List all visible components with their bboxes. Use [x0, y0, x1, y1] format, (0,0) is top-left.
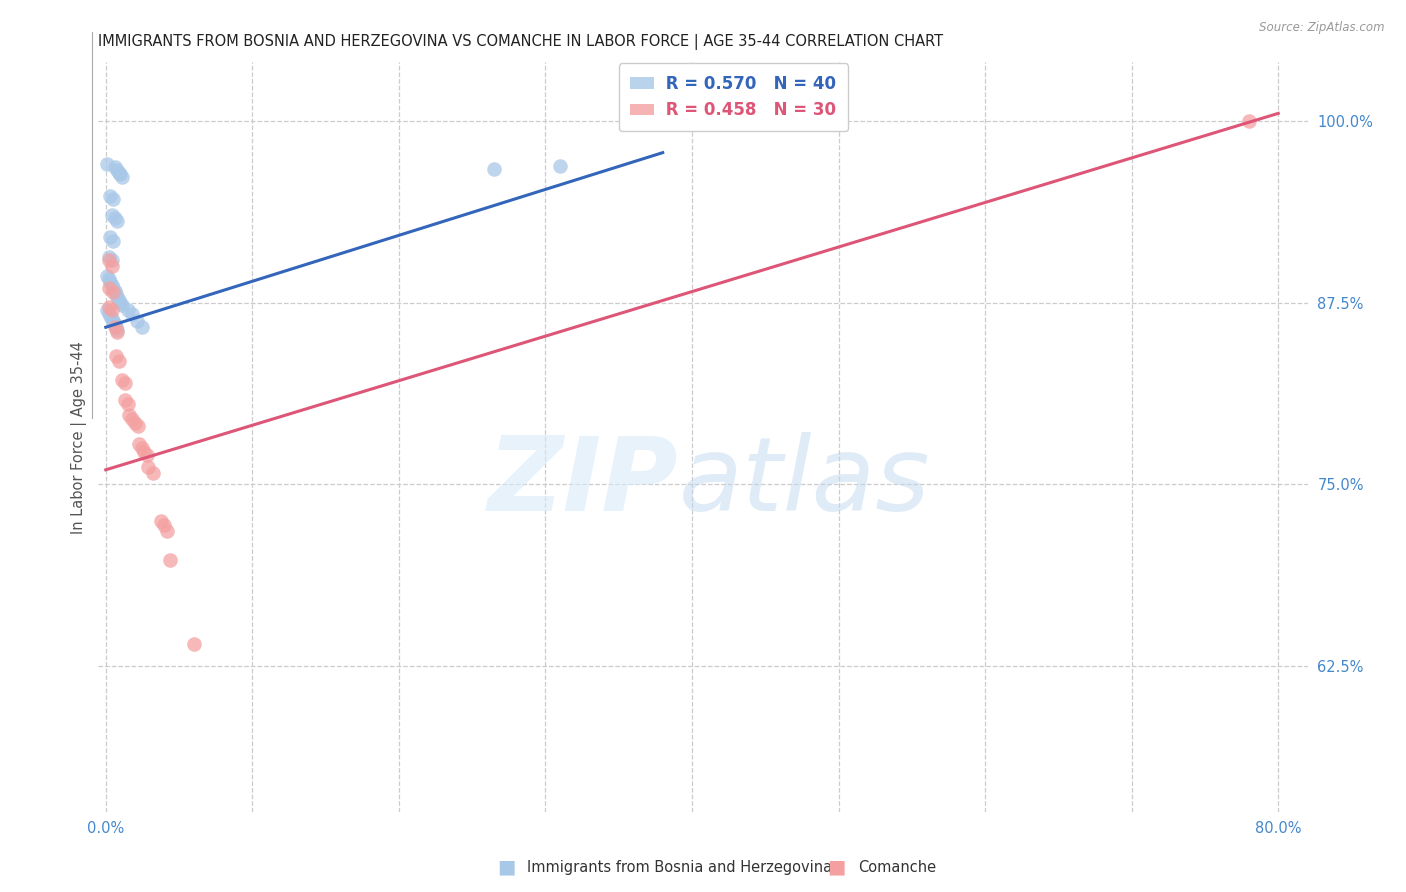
Point: [97, 272, 120, 286]
Point: [142, 466, 165, 480]
Point: [100, 259, 122, 273]
Point: [97, 253, 120, 268]
Point: [100, 311, 122, 326]
Point: [107, 214, 129, 228]
Point: [156, 524, 179, 538]
Point: [118, 408, 141, 422]
Point: [111, 373, 134, 387]
Point: [100, 302, 122, 317]
Point: [110, 295, 132, 310]
Point: [128, 436, 150, 450]
Text: Comanche: Comanche: [858, 860, 936, 874]
Point: [103, 284, 125, 298]
Point: [548, 159, 571, 173]
Point: [150, 514, 173, 528]
Point: [110, 168, 132, 182]
Point: [100, 278, 122, 293]
Point: [98, 189, 121, 203]
Point: [114, 376, 136, 390]
Point: [121, 307, 143, 321]
Point: [135, 448, 157, 462]
Point: [100, 208, 122, 222]
Point: [114, 392, 136, 407]
Point: [96, 302, 118, 317]
Point: [132, 445, 155, 459]
Point: [111, 298, 134, 312]
Text: IMMIGRANTS FROM BOSNIA AND HERZEGOVINA VS COMANCHE IN LABOR FORCE | AGE 35-44 CO: IMMIGRANTS FROM BOSNIA AND HERZEGOVINA V…: [98, 34, 943, 50]
Point: [131, 441, 153, 455]
Point: [101, 235, 124, 249]
Point: [131, 320, 153, 334]
Point: [136, 459, 159, 474]
Point: [107, 163, 129, 178]
Point: [125, 314, 148, 328]
Point: [96, 157, 118, 171]
Text: ZIP: ZIP: [488, 432, 679, 533]
Point: [101, 281, 124, 295]
Point: [107, 325, 129, 339]
Point: [117, 397, 139, 411]
Point: [101, 285, 124, 300]
Point: [96, 269, 118, 284]
Point: [117, 302, 139, 317]
Point: [127, 419, 149, 434]
Point: [107, 323, 129, 337]
Point: [108, 166, 131, 180]
Point: [98, 275, 121, 289]
Point: [121, 412, 143, 426]
Point: [107, 290, 129, 304]
Point: [105, 320, 128, 334]
Point: [101, 314, 124, 328]
Point: [105, 286, 128, 301]
Point: [124, 417, 146, 431]
Point: [103, 160, 125, 174]
Point: [97, 300, 120, 314]
Point: [103, 320, 125, 334]
Text: ■: ■: [496, 857, 516, 877]
Point: [108, 353, 131, 368]
Point: [97, 281, 120, 295]
Point: [1237, 113, 1260, 128]
Point: [98, 309, 121, 323]
Point: [111, 170, 134, 185]
Legend:  R = 0.570   N = 40,  R = 0.458   N = 30: R = 0.570 N = 40, R = 0.458 N = 30: [619, 63, 848, 131]
Point: [153, 518, 176, 533]
Point: [108, 293, 131, 307]
Point: [103, 211, 125, 226]
Point: [482, 161, 505, 176]
Point: [98, 230, 121, 244]
Point: [103, 318, 125, 332]
Point: [97, 251, 120, 265]
Point: [159, 553, 181, 567]
Point: [97, 306, 120, 320]
Y-axis label: In Labor Force | Age 35-44: In Labor Force | Age 35-44: [72, 341, 87, 533]
Text: Source: ZipAtlas.com: Source: ZipAtlas.com: [1260, 21, 1385, 34]
Text: ■: ■: [827, 857, 846, 877]
Point: [105, 349, 128, 363]
Point: [101, 192, 124, 206]
Point: [100, 253, 122, 268]
Text: Immigrants from Bosnia and Herzegovina: Immigrants from Bosnia and Herzegovina: [527, 860, 832, 874]
Text: atlas: atlas: [679, 432, 931, 532]
Point: [183, 637, 205, 651]
